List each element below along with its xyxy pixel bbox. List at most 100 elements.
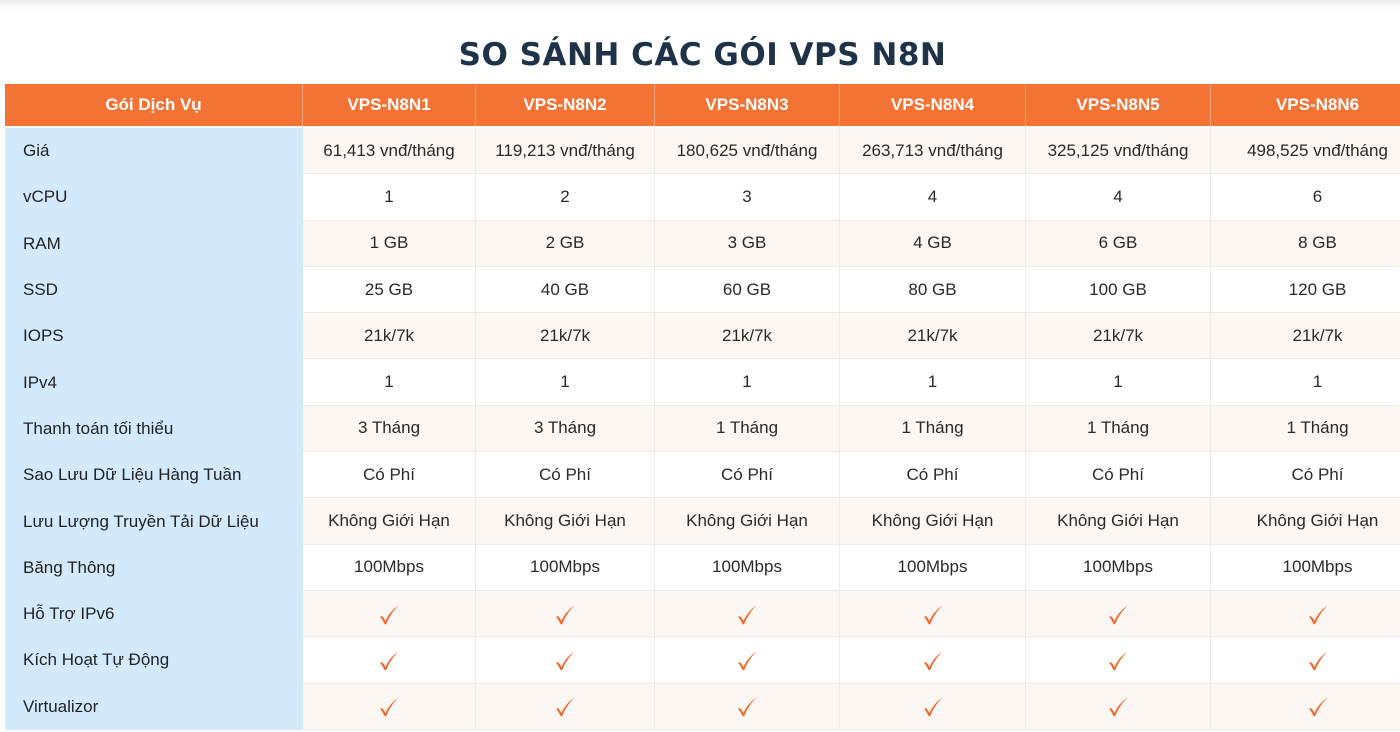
check-icon [921, 695, 945, 717]
table-cell: 100Mbps [840, 544, 1026, 591]
table-row: RAM 1 GB 2 GB 3 GB 4 GB 6 GB 8 GB [5, 220, 1400, 267]
row-label: Virtualizor [5, 683, 303, 730]
table-cell [1026, 590, 1211, 638]
table-cell: 40 GB [476, 266, 655, 314]
table-cell: 21k/7k [1026, 313, 1211, 360]
table-row: vCPU 1 2 3 4 4 6 [5, 174, 1400, 221]
check-icon [1106, 695, 1130, 717]
header-plan-n8n6: VPS-N8N6 [1211, 84, 1400, 128]
table-cell [840, 683, 1026, 730]
header-service-package: Gói Dịch Vụ [5, 84, 303, 128]
header-plan-n8n5: VPS-N8N5 [1026, 84, 1211, 128]
table-cell: 1 Tháng [840, 405, 1026, 453]
table-cell: 6 [1211, 174, 1400, 221]
table-cell: Không Giới Hạn [1211, 498, 1400, 545]
check-icon [377, 649, 401, 671]
row-label: IOPS [5, 313, 303, 360]
table-cell [303, 683, 476, 730]
table-cell: 100 GB [1026, 266, 1211, 314]
check-icon [553, 695, 577, 717]
page-title: SO SÁNH CÁC GÓI VPS N8N [458, 36, 947, 73]
table-cell: 21k/7k [655, 313, 840, 360]
table-cell: 120 GB [1211, 266, 1400, 314]
table-cell: 100Mbps [303, 544, 476, 591]
table-cell: 1 Tháng [655, 405, 840, 453]
table-cell: 1 [1211, 359, 1400, 406]
row-label: vCPU [5, 174, 303, 221]
header-plan-n8n4: VPS-N8N4 [840, 84, 1026, 128]
check-icon [553, 603, 577, 625]
check-icon [1306, 603, 1330, 625]
row-label: Băng Thông [5, 544, 303, 591]
table-cell: 25 GB [303, 266, 476, 314]
table-cell: 3 GB [655, 220, 840, 267]
table-cell [476, 590, 655, 638]
header-plan-n8n1: VPS-N8N1 [303, 84, 476, 128]
table-cell: Có Phí [1211, 452, 1400, 499]
table-cell: 119,213 vnđ/tháng [476, 128, 655, 175]
table-cell [840, 590, 1026, 638]
table-cell [1211, 637, 1400, 684]
table-cell [1026, 637, 1211, 684]
table-cell: 1 [1026, 359, 1211, 406]
table-cell: 6 GB [1026, 220, 1211, 267]
row-label: Thanh toán tối thiểu [5, 405, 303, 453]
check-icon [1106, 649, 1130, 671]
table-cell: 100Mbps [476, 544, 655, 591]
row-label: SSD [5, 266, 303, 314]
table-cell: 21k/7k [303, 313, 476, 360]
check-icon [553, 649, 577, 671]
check-icon [1306, 695, 1330, 717]
table-row: Giá 61,413 vnđ/tháng 119,213 vnđ/tháng 180,… [5, 128, 1400, 175]
table-row: IOPS 21k/7k 21k/7k 21k/7k 21k/7k 21k/7k 21k/7k [5, 313, 1400, 360]
table-cell [1026, 683, 1211, 730]
check-icon [735, 649, 759, 671]
table-cell: 4 GB [840, 220, 1026, 267]
table-row: Thanh toán tối thiểu 3 Tháng 3 Tháng 1 Thán… [5, 405, 1400, 453]
table-cell: 100Mbps [1026, 544, 1211, 591]
table-cell [303, 590, 476, 638]
table-cell: 21k/7k [1211, 313, 1400, 360]
table-cell: 21k/7k [476, 313, 655, 360]
header-plan-n8n3: VPS-N8N3 [655, 84, 840, 128]
row-label: Sao Lưu Dữ Liệu Hàng Tuần [5, 452, 303, 499]
row-label: Giá [5, 128, 303, 175]
table-cell: 4 [840, 174, 1026, 221]
vps-comparison-table: Gói Dịch Vụ VPS-N8N1 VPS-N8N2 VPS-N8N3 V… [5, 84, 1400, 730]
table-cell: 263,713 vnđ/tháng [840, 128, 1026, 175]
table-cell: Không Giới Hạn [655, 498, 840, 545]
table-cell: 61,413 vnđ/tháng [303, 128, 476, 175]
table-cell [655, 590, 840, 638]
row-label: Kích Hoạt Tự Động [5, 637, 303, 684]
table-row: Lưu Lượng Truyền Tải Dữ Liệu Không Giới H… [5, 498, 1400, 545]
table-cell: 498,525 vnđ/tháng [1211, 128, 1400, 175]
table-cell: 100Mbps [1211, 544, 1400, 591]
table-row: SSD 25 GB 40 GB 60 GB 80 GB 100 GB 120 GB [5, 266, 1400, 314]
row-label: IPv4 [5, 359, 303, 406]
table-cell: 60 GB [655, 266, 840, 314]
table-cell: 3 Tháng [303, 405, 476, 453]
row-label: Lưu Lượng Truyền Tải Dữ Liệu [5, 498, 303, 545]
table-cell: 1 Tháng [1211, 405, 1400, 453]
table-cell: 3 Tháng [476, 405, 655, 453]
table-cell [476, 637, 655, 684]
header-row: Gói Dịch Vụ VPS-N8N1 VPS-N8N2 VPS-N8N3 V… [5, 84, 1400, 128]
table-header: Gói Dịch Vụ VPS-N8N1 VPS-N8N2 VPS-N8N3 V… [5, 84, 1400, 128]
table-cell: Có Phí [303, 452, 476, 499]
table-cell: Có Phí [1026, 452, 1211, 499]
table-cell: 1 [303, 174, 476, 221]
header-plan-n8n2: VPS-N8N2 [476, 84, 655, 128]
table-cell: 100Mbps [655, 544, 840, 591]
check-icon [377, 695, 401, 717]
table-cell [840, 637, 1026, 684]
table-cell: 2 [476, 174, 655, 221]
table-cell: 325,125 vnđ/tháng [1026, 128, 1211, 175]
check-icon [1306, 649, 1330, 671]
check-icon [921, 649, 945, 671]
table-row: Virtualizor [5, 683, 1400, 730]
table-cell: Có Phí [476, 452, 655, 499]
table-row: Kích Hoạt Tự Động [5, 637, 1400, 684]
check-icon [377, 603, 401, 625]
row-label: Hỗ Trợ IPv6 [5, 590, 303, 638]
table-row: Hỗ Trợ IPv6 [5, 590, 1400, 638]
